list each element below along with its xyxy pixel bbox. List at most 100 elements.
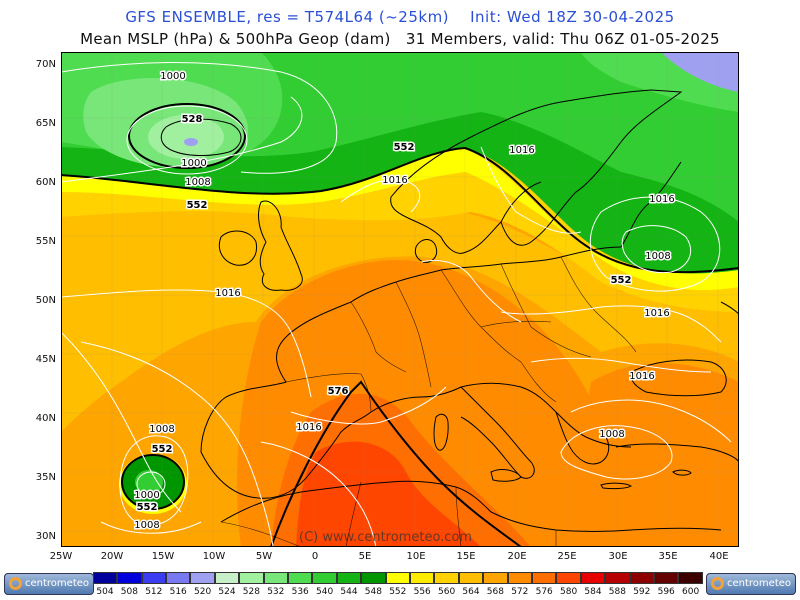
colorbar-label: 564 (462, 587, 480, 597)
lon-label-30e: 30E (608, 551, 628, 562)
colorbar-swatch (507, 572, 532, 584)
colorbar-label: 528 (242, 587, 260, 597)
colorbar-label: 560 (438, 587, 456, 597)
colorbar: 504 508 512 516 520 524 528 532 536 540 544 548 552 5… (0, 572, 800, 600)
lon-label-20e: 20E (507, 551, 527, 562)
colorbar-label: 580 (560, 587, 578, 597)
colorbar-swatch (532, 572, 557, 584)
colorbar-swatch (410, 572, 435, 584)
colorbar-swatch (117, 572, 142, 584)
colorbar-swatch (483, 572, 508, 584)
isobar-label: 1016 (296, 422, 321, 433)
map-graticule (61, 52, 739, 547)
colorbar-label: 548 (364, 587, 382, 597)
isobar-label: 1008 (645, 251, 670, 262)
isobar-label: 1008 (134, 520, 159, 531)
lon-label-25w: 25W (49, 551, 73, 562)
isobar-label: 1016 (644, 308, 669, 319)
lon-label-25e: 25E (557, 551, 577, 562)
colorbar-label: 600 (682, 587, 700, 597)
colorbar-label: 540 (316, 587, 334, 597)
geop-field-568-east (588, 363, 739, 547)
colorbar-label: 524 (218, 587, 236, 597)
isobar-label: 1008 (149, 424, 174, 435)
logo-ring-icon (9, 577, 22, 590)
lon-label-15e: 15E (456, 551, 476, 562)
colorbar-swatch (654, 572, 679, 584)
isobar-label: 1008 (185, 177, 210, 188)
map-watermark: (C) www.centrometeo.com (299, 530, 472, 545)
geop-labels: 528 552 552 552 576 552 552 (135, 113, 633, 515)
colorbar-swatch (629, 572, 654, 584)
lat-label-55n: 55N (35, 236, 56, 247)
colorbar-label: 520 (194, 587, 212, 597)
colorbar-label: 588 (608, 587, 626, 597)
colorbar-label: 508 (120, 587, 138, 597)
lat-label-40n: 40N (35, 413, 56, 424)
lat-label-60n: 60N (35, 177, 56, 188)
geop-contour-label: 552 (611, 275, 632, 286)
isobar-label: 1016 (629, 371, 654, 382)
coastlines (160, 89, 739, 532)
isobar-label: 1000 (134, 490, 159, 501)
geop-field-552 (61, 147, 739, 291)
colorbar-label: 584 (584, 587, 602, 597)
lon-label-40e: 40E (709, 551, 729, 562)
colorbar-swatch (312, 572, 337, 584)
colorbar-swatch (556, 572, 581, 584)
geop-contour-label: 552 (187, 200, 208, 211)
colorbar-swatch (288, 572, 313, 584)
isobar-label: 1016 (382, 175, 407, 186)
colorbar-swatch (239, 572, 264, 584)
colorbar-swatch (458, 572, 484, 584)
weather-map: (C) www.centrometeo.com 1000 1000 1008 1… (61, 52, 739, 547)
lat-label-35n: 35N (35, 472, 56, 483)
isobar-label: 1016 (509, 145, 534, 156)
lon-label-15w: 15W (151, 551, 175, 562)
isobar-label: 1016 (649, 194, 674, 205)
colorbar-label: 516 (169, 587, 187, 597)
geop-field-524-ne (661, 52, 739, 92)
colorbar-label: 504 (96, 587, 114, 597)
colorbar-label: 532 (267, 587, 285, 597)
lon-label-10w: 10W (202, 551, 226, 562)
colorbar-swatch (263, 572, 288, 584)
colorbar-label: 568 (486, 587, 504, 597)
lon-label-0: 0 (311, 551, 319, 562)
logo-text-left: centrometeo (25, 578, 90, 589)
geop-field-540-cutoff (135, 470, 163, 494)
colorbar-swatch (336, 572, 362, 584)
colorbar-swatch (678, 572, 703, 584)
isobar-label: 1016 (215, 288, 240, 299)
colorbar-swatch (580, 572, 606, 584)
lon-label-10e: 10E (406, 551, 426, 562)
lat-label-70n: 70N (35, 59, 56, 70)
colorbar-swatch (92, 572, 118, 584)
country-borders (220, 256, 637, 547)
colorbar-label: 552 (389, 587, 407, 597)
geop-contour-label: 528 (182, 114, 203, 125)
header-title-line1: GFS ENSEMBLE, res = T574L64 (~25km) Init… (125, 8, 675, 26)
geop-contour-label: 552 (137, 502, 158, 513)
colorbar-label: 556 (413, 587, 431, 597)
colorbar-swatch (141, 572, 166, 584)
colorbar-swatch (214, 572, 240, 584)
geop-contours (61, 103, 739, 547)
mslp-isobars (61, 62, 732, 547)
geop-field-520-core (184, 138, 198, 146)
centrometeo-logo-right: centrometeo (706, 573, 796, 595)
colorbar-label: 544 (340, 587, 358, 597)
colorbar-swatch (434, 572, 459, 584)
colorbar-swatch (166, 572, 191, 584)
lat-label-45n: 45N (35, 354, 56, 365)
isobar-label: 1000 (160, 71, 185, 82)
lon-label-5w: 5W (255, 551, 273, 562)
isobar-label: 1008 (599, 429, 624, 440)
header-title-line2: Mean MSLP (hPa) & 500hPa Geop (dam) 31 M… (80, 30, 720, 48)
isobar-label: 1000 (181, 158, 206, 169)
geop-contour-label: 552 (152, 444, 173, 455)
logo-text-right: centrometeo (727, 578, 792, 589)
lat-label-50n: 50N (35, 295, 56, 306)
lon-label-5e: 5E (358, 551, 372, 562)
centrometeo-logo-left: centrometeo (4, 573, 94, 595)
